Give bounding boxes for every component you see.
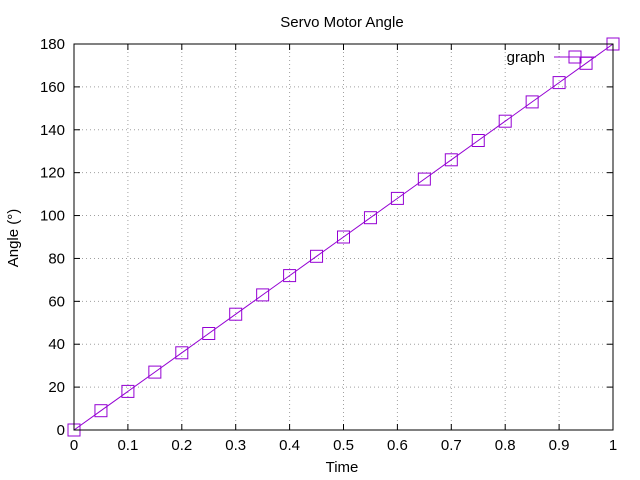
data-point-marker [202, 327, 216, 340]
data-point-marker [417, 172, 431, 186]
y-tick-label: 180 [40, 36, 65, 53]
x-tick-label: 0.6 [387, 437, 408, 454]
plot-frame [73, 43, 614, 431]
x-axis-label: Time [326, 459, 359, 476]
y-tick-label: 0 [57, 422, 65, 439]
x-tick-label: 0.8 [495, 437, 516, 454]
x-tick-label: 0.4 [279, 437, 300, 454]
data-point-marker [283, 269, 297, 283]
axis-ticks: 0 0.1 0.2 0.3 0.4 0.5 0.6 0.7 0.8 0.9 1 0 20 40 60 80 10… [40, 36, 617, 454]
legend: graph [507, 49, 596, 66]
data-point-marker [444, 153, 458, 167]
data-point-marker [390, 191, 404, 205]
data-point-marker [337, 230, 350, 244]
data-point-marker [229, 307, 243, 321]
x-tick-label: 0.1 [117, 437, 138, 454]
x-tick-label: 1 [609, 437, 617, 454]
x-tick-label: 0 [70, 437, 78, 454]
legend-marker-sample [568, 50, 582, 64]
x-tick-label: 0.9 [549, 437, 570, 454]
data-point-marker [310, 249, 324, 263]
x-tick-label: 0.3 [225, 437, 246, 454]
legend-label: graph [507, 49, 545, 66]
y-tick-label: 40 [48, 336, 65, 353]
data-point-marker [256, 288, 270, 302]
x-tick-label: 0.7 [441, 437, 462, 454]
y-tick-label: 20 [48, 379, 65, 396]
data-point-marker [175, 346, 189, 360]
y-tick-label: 160 [40, 79, 65, 96]
data-point-marker [94, 404, 108, 418]
y-tick-label: 140 [40, 122, 65, 139]
y-tick-label: 60 [48, 293, 65, 310]
x-tick-label: 0.2 [171, 437, 192, 454]
chart-title: Servo Motor Angle [280, 14, 403, 31]
data-point-marker [498, 114, 512, 128]
data-point-marker [471, 134, 485, 147]
data-point-marker [363, 211, 377, 225]
x-tick-label: 0.5 [333, 437, 354, 454]
data-point-marker [525, 95, 539, 109]
data-point-marker [148, 365, 162, 379]
data-point-marker [121, 384, 135, 398]
y-tick-label: 100 [40, 208, 65, 225]
y-tick-label: 80 [48, 250, 65, 267]
y-tick-label: 120 [40, 165, 65, 182]
y-axis-label: Angle (°) [5, 209, 22, 268]
series-line [73, 43, 614, 431]
data-point-marker [552, 76, 566, 90]
